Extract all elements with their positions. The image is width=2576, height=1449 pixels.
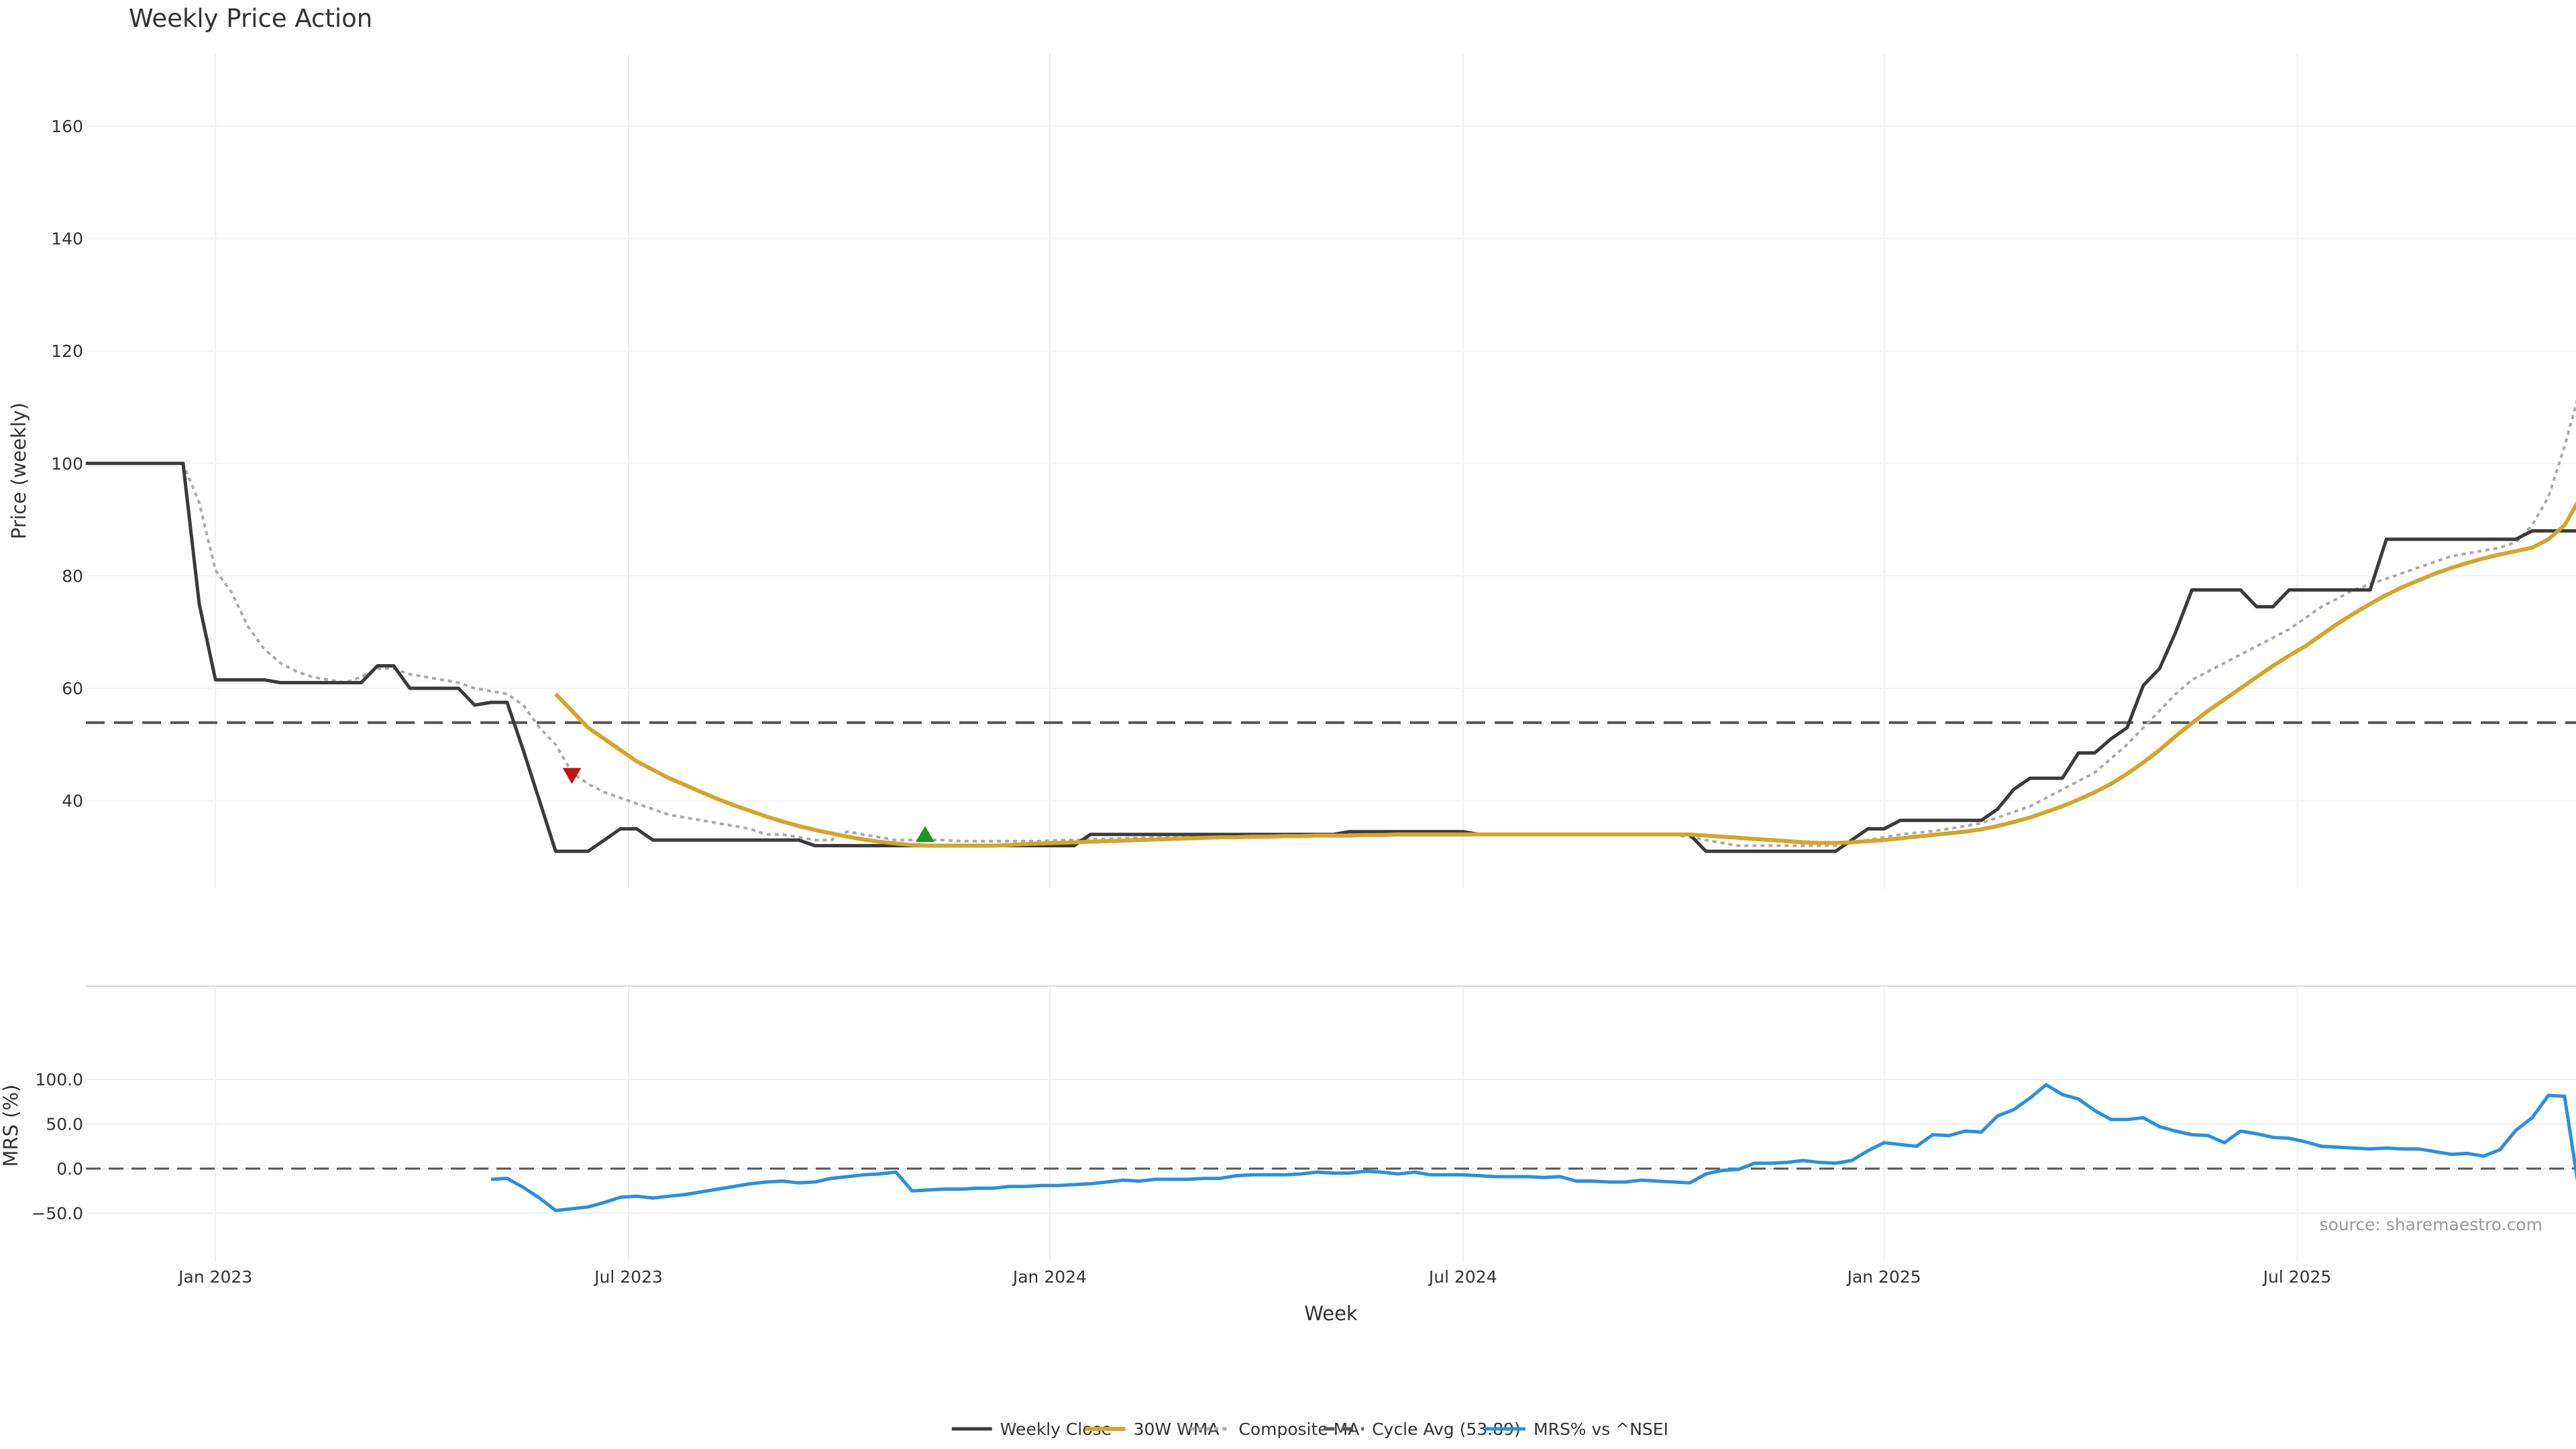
mrs-y-tick-label: 100.0: [35, 1070, 83, 1089]
legend-label: MRS% vs ^NSEI: [1534, 1419, 1668, 1439]
legend: Weekly Close 30W WMA Composite MA Cycle Avg…: [951, 1419, 1668, 1439]
sell-signal-marker: [562, 767, 582, 784]
mrs-y-ticks: −50.0 0.0 50.0 100.0: [32, 1070, 83, 1224]
signal-markers: [562, 767, 934, 843]
price-y-tick-label: 120: [51, 341, 83, 361]
price-gridlines: [86, 54, 2576, 889]
legend-item-composite: Composite MA: [1190, 1419, 1359, 1439]
mrs-gridlines: [86, 986, 2576, 1261]
mrs-y-tick-label: 0.0: [56, 1159, 83, 1179]
source-label: source: sharemaestro.com: [2320, 1215, 2543, 1234]
x-tick-label: Jan 2024: [1012, 1267, 1087, 1287]
price-y-tick-label: 100: [51, 454, 83, 474]
price-y-tick-label: 60: [62, 679, 83, 698]
legend-label: Composite MA: [1238, 1419, 1359, 1439]
mrs-y-axis-label: MRS (%): [0, 1085, 22, 1167]
price-y-ticks: 40 60 80 100 120 140 160: [51, 117, 83, 811]
legend-item-wma: 30W WMA: [1085, 1419, 1220, 1439]
price-y-tick-label: 140: [51, 229, 83, 249]
x-tick-label: Jul 2023: [593, 1267, 663, 1287]
x-tick-label: Jan 2025: [1846, 1267, 1921, 1287]
chart-title: Weekly Price Action: [129, 4, 372, 33]
buy-signal-marker: [915, 826, 934, 843]
mrs-y-tick-label: 50.0: [46, 1115, 83, 1134]
x-axis-label: Week: [1304, 1302, 1358, 1325]
weekly-close-line: [86, 462, 2576, 853]
legend-item-mrs: MRS% vs ^NSEI: [1485, 1419, 1668, 1439]
x-tick-label: Jul 2025: [2262, 1267, 2332, 1287]
legend-label: 30W WMA: [1134, 1419, 1220, 1439]
price-y-axis-label: Price (weekly): [7, 402, 30, 539]
x-tick-label: Jan 2023: [177, 1267, 252, 1287]
wma-30w-line: [554, 501, 2576, 848]
price-panel: 40 60 80 100 120 140 160 Price (weekly): [7, 54, 2576, 889]
mrs-y-tick-label: −50.0: [32, 1204, 83, 1224]
price-y-tick-label: 160: [51, 117, 83, 136]
mrs-line: [490, 1083, 2576, 1212]
price-y-tick-label: 80: [62, 566, 83, 586]
x-tick-label: Jul 2024: [1428, 1267, 1497, 1287]
mrs-panel: −50.0 0.0 50.0 100.0 MRS (%) source: sharem…: [0, 985, 2576, 1261]
price-y-tick-label: 40: [62, 792, 83, 811]
x-axis-ticks: Jan 2023 Jul 2023 Jan 2024 Jul 2024 Jan 2025…: [177, 1267, 2331, 1287]
